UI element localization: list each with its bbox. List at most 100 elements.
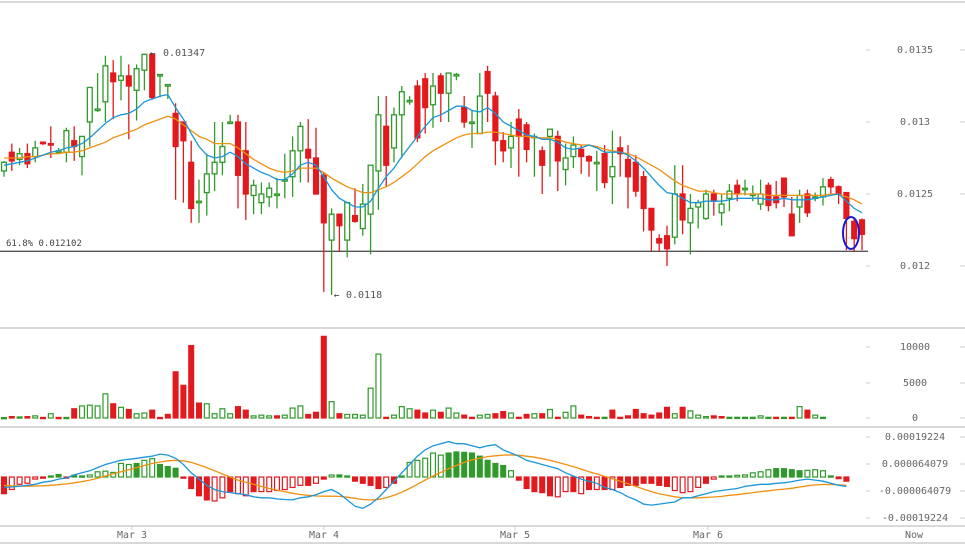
volume-bar[interactable] bbox=[55, 416, 62, 420]
macd-histogram-bar[interactable] bbox=[710, 476, 717, 480]
volume-bar[interactable] bbox=[570, 405, 577, 419]
volume-bar[interactable] bbox=[624, 415, 632, 419]
volume-bar[interactable] bbox=[172, 371, 179, 419]
volume-bar[interactable] bbox=[344, 413, 351, 419]
volume-bar[interactable] bbox=[47, 413, 54, 419]
volume-bar[interactable] bbox=[266, 415, 273, 419]
macd-histogram-bar[interactable] bbox=[718, 475, 725, 478]
volume-bar[interactable] bbox=[203, 403, 210, 419]
candle[interactable] bbox=[632, 155, 639, 197]
volume-bar[interactable] bbox=[141, 412, 148, 419]
macd-histogram-bar[interactable] bbox=[492, 462, 499, 478]
volume-bar[interactable] bbox=[741, 416, 749, 420]
volume-bar[interactable] bbox=[32, 415, 39, 419]
macd-histogram-bar[interactable] bbox=[671, 476, 678, 492]
candle[interactable] bbox=[86, 86, 93, 147]
macd-histogram-bar[interactable] bbox=[172, 467, 179, 478]
macd-histogram-bar[interactable] bbox=[422, 457, 429, 478]
volume-bar[interactable] bbox=[94, 405, 101, 419]
macd-histogram-bar[interactable] bbox=[336, 474, 343, 478]
volume-bar[interactable] bbox=[640, 413, 647, 419]
volume-bar[interactable] bbox=[117, 406, 125, 419]
candle[interactable] bbox=[617, 136, 624, 177]
volume-bar[interactable] bbox=[16, 416, 23, 419]
macd-histogram-bar[interactable] bbox=[242, 476, 249, 497]
macd-histogram-bar[interactable] bbox=[297, 476, 304, 486]
macd-histogram-bar[interactable] bbox=[289, 476, 296, 489]
macd-histogram-bar[interactable] bbox=[765, 469, 772, 478]
macd-histogram-bar[interactable] bbox=[390, 476, 398, 484]
candle[interactable] bbox=[523, 122, 530, 163]
volume-bar[interactable] bbox=[24, 415, 31, 419]
macd-histogram-bar[interactable] bbox=[24, 476, 31, 484]
candle[interactable] bbox=[149, 53, 156, 99]
volume-bar[interactable] bbox=[281, 414, 288, 419]
volume-bar[interactable] bbox=[8, 415, 15, 419]
candle[interactable] bbox=[851, 218, 858, 252]
candle[interactable] bbox=[476, 73, 483, 135]
macd-histogram-bar[interactable] bbox=[94, 471, 101, 478]
candle[interactable] bbox=[203, 153, 210, 216]
volume-bar[interactable] bbox=[367, 387, 374, 419]
candle[interactable] bbox=[289, 136, 296, 197]
macd-histogram-bar[interactable] bbox=[359, 476, 366, 484]
candle[interactable] bbox=[562, 143, 569, 186]
candle[interactable] bbox=[804, 189, 811, 218]
volume-bar[interactable] bbox=[164, 413, 171, 419]
candle[interactable] bbox=[687, 194, 694, 255]
volume-bar[interactable] bbox=[351, 413, 359, 419]
macd-histogram-bar[interactable] bbox=[32, 476, 39, 480]
macd-histogram-bar[interactable] bbox=[749, 472, 756, 478]
volume-bar[interactable] bbox=[632, 408, 639, 419]
candle[interactable] bbox=[453, 73, 460, 81]
volume-bar[interactable] bbox=[227, 413, 234, 419]
volume-bar[interactable] bbox=[507, 412, 515, 419]
candle[interactable] bbox=[406, 96, 413, 105]
macd-histogram-bar[interactable] bbox=[773, 468, 780, 478]
volume-bar[interactable] bbox=[601, 416, 608, 420]
volume-bar[interactable] bbox=[312, 411, 320, 419]
volume-bar[interactable] bbox=[78, 405, 86, 419]
volume-bar[interactable] bbox=[593, 416, 600, 420]
volume-bar[interactable] bbox=[383, 416, 390, 420]
macd-histogram-bar[interactable] bbox=[687, 476, 694, 493]
volume-bar[interactable] bbox=[718, 415, 725, 419]
volume-bar[interactable] bbox=[819, 416, 827, 420]
macd-histogram-bar[interactable] bbox=[523, 476, 530, 490]
volume-bar[interactable] bbox=[188, 344, 195, 419]
macd-histogram-bar[interactable] bbox=[141, 459, 148, 478]
macd-histogram-bar[interactable] bbox=[203, 476, 210, 501]
volume-bar[interactable] bbox=[149, 409, 156, 419]
macd-histogram-bar[interactable] bbox=[663, 476, 671, 487]
macd-histogram-bar[interactable] bbox=[258, 476, 265, 493]
volume-bar[interactable] bbox=[422, 412, 429, 419]
macd-histogram-bar[interactable] bbox=[429, 452, 437, 478]
candle[interactable] bbox=[110, 60, 117, 120]
macd-histogram-bar[interactable] bbox=[149, 458, 156, 478]
candle[interactable] bbox=[468, 110, 476, 148]
candle[interactable] bbox=[0, 160, 8, 177]
volume-bar[interactable] bbox=[414, 409, 421, 419]
macd-histogram-bar[interactable] bbox=[507, 470, 515, 478]
candle[interactable] bbox=[281, 153, 288, 199]
macd-histogram-bar[interactable] bbox=[468, 452, 476, 478]
macd-histogram-bar[interactable] bbox=[55, 473, 62, 478]
volume-bar[interactable] bbox=[86, 404, 93, 419]
macd-histogram-bar[interactable] bbox=[39, 476, 47, 479]
volume-bar[interactable] bbox=[663, 406, 671, 419]
volume-bar[interactable] bbox=[468, 416, 476, 420]
volume-bar[interactable] bbox=[273, 415, 281, 419]
volume-bar[interactable] bbox=[617, 416, 624, 420]
volume-bar[interactable] bbox=[234, 406, 242, 419]
candle[interactable] bbox=[593, 150, 600, 192]
volume-bar[interactable] bbox=[648, 414, 655, 419]
candle[interactable] bbox=[492, 91, 499, 166]
volume-bar[interactable] bbox=[585, 415, 593, 419]
volume-bar[interactable] bbox=[250, 415, 257, 419]
volume-bar[interactable] bbox=[125, 408, 132, 419]
macd-histogram-bar[interactable] bbox=[734, 474, 741, 478]
candle[interactable] bbox=[437, 73, 444, 122]
candle[interactable] bbox=[312, 127, 320, 195]
macd-histogram-bar[interactable] bbox=[827, 475, 834, 478]
macd-histogram-bar[interactable] bbox=[648, 476, 655, 484]
